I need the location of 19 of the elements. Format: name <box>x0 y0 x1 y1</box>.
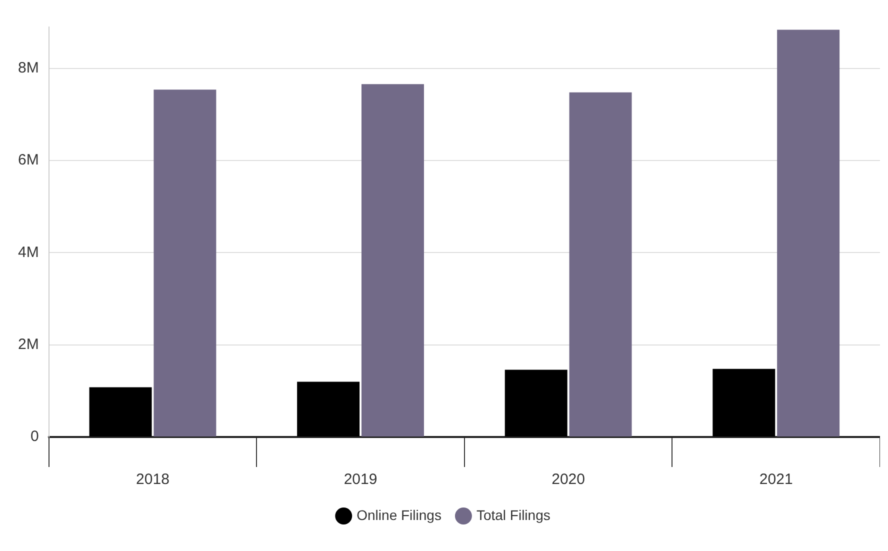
x-tick-label: 2018 <box>136 471 170 488</box>
bar <box>504 370 568 436</box>
x-tick-label: 2021 <box>759 471 793 488</box>
bar <box>777 30 840 436</box>
bar <box>297 382 360 436</box>
legend-label: Online Filings <box>356 506 442 523</box>
bar <box>569 92 632 436</box>
y-tick-label: 0 <box>30 428 39 446</box>
y-tick-label: 2M <box>18 336 39 354</box>
y-tick-label: 4M <box>18 244 39 261</box>
x-tick-label: 2019 <box>344 471 378 488</box>
bar <box>361 84 424 436</box>
bar <box>712 368 776 436</box>
y-tick-label: 8M <box>18 60 39 77</box>
bar <box>89 387 152 436</box>
legend-label: Total Filings <box>476 506 550 523</box>
y-tick-label: 6M <box>18 152 39 169</box>
x-tick-label: 2020 <box>552 471 585 488</box>
bar <box>154 90 216 436</box>
